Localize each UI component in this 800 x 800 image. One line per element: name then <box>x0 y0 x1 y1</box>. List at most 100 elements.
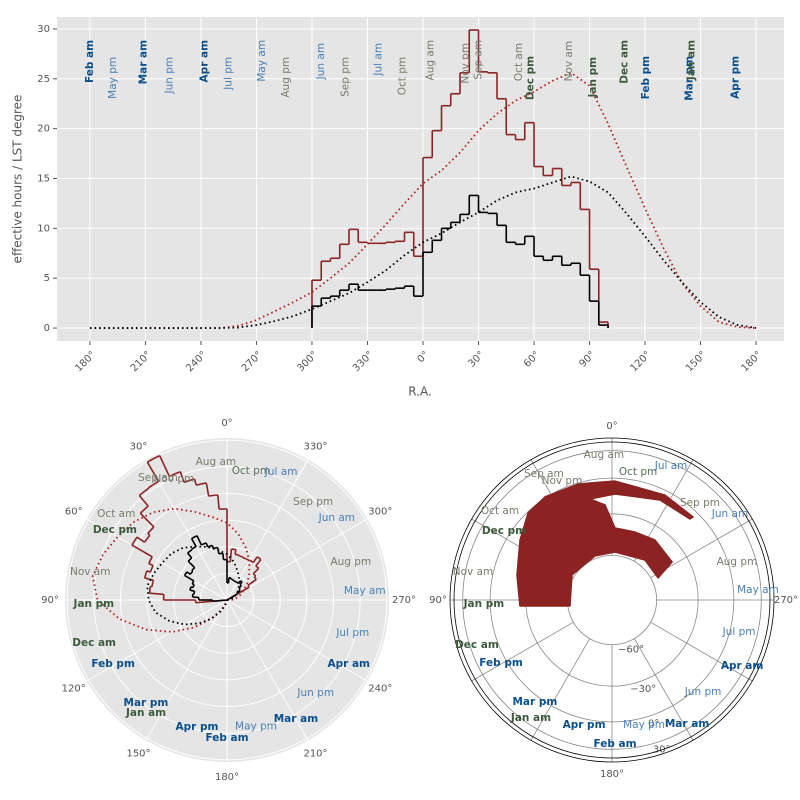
step-arc <box>238 587 241 590</box>
month-label: Nov am <box>453 566 494 578</box>
theta-tick-label: 330° <box>303 442 327 453</box>
step-arc <box>208 494 218 497</box>
step-riser <box>138 494 149 507</box>
step-arc <box>183 478 195 484</box>
theta-tick-label: 270° <box>774 595 798 606</box>
step-riser <box>192 596 199 599</box>
x-tick-label: 150° <box>684 349 709 374</box>
x-tick-label: 0° <box>415 349 431 365</box>
month-label: Mar am <box>274 713 318 725</box>
step-arc <box>143 570 148 579</box>
month-label: Jun pm <box>684 686 722 698</box>
step-riser <box>247 578 257 586</box>
step-riser <box>217 494 220 510</box>
month-label: Feb pm <box>91 658 135 670</box>
month-label: Oct am <box>481 505 519 517</box>
y-tick-label: 30 <box>37 24 50 35</box>
month-label: Jan pm <box>73 598 115 610</box>
month-label: Aug am <box>196 456 237 468</box>
month-label: May am <box>256 40 268 82</box>
month-label: Dec am <box>455 639 499 651</box>
grid-spoke <box>530 638 591 741</box>
grid-spoke <box>145 599 228 741</box>
month-label: Sep am <box>138 472 178 484</box>
step-arc <box>236 581 240 585</box>
month-label: Sep am <box>524 468 564 480</box>
grid-spoke <box>650 621 753 682</box>
step-riser <box>186 552 193 559</box>
month-label: Jan am <box>510 712 551 724</box>
step-arc <box>193 591 196 595</box>
step-arc <box>187 557 193 562</box>
month-label: Nov pm <box>460 43 472 84</box>
theta-tick-label: 90° <box>41 595 59 606</box>
step-riser <box>136 536 145 543</box>
month-label: Nov pm <box>542 475 583 487</box>
month-label: Sep am <box>473 40 485 80</box>
theta-tick-label: 210° <box>303 748 327 759</box>
y-tick-label: 5 <box>44 273 50 284</box>
x-tick-label: 120° <box>628 349 653 374</box>
grid-ring <box>489 477 735 723</box>
month-label: Feb pm <box>640 56 652 100</box>
month-label: Dec am <box>72 637 116 649</box>
month-label: Apr am <box>721 660 764 672</box>
step-arc <box>191 535 198 540</box>
step-arc <box>239 583 242 587</box>
step-riser <box>158 455 171 477</box>
month-label: Mar pm <box>124 697 169 709</box>
step-arc <box>242 556 247 560</box>
x-tick-label: 180° <box>73 349 98 374</box>
step-riser <box>212 599 226 603</box>
dec-tick-label: 0° <box>648 718 659 729</box>
theta-tick-label: 150° <box>126 748 150 759</box>
theta-tick-label: 240° <box>368 684 392 695</box>
step-arc <box>192 584 195 588</box>
month-label: Mar pm <box>512 696 557 708</box>
grid-ring <box>462 450 762 750</box>
dec-tick-label: −60° <box>618 644 644 655</box>
grid-spoke <box>226 518 368 601</box>
month-label: Nov am <box>563 41 575 82</box>
month-label: Nov pm <box>154 473 195 485</box>
x-tick-label: 210° <box>129 349 154 374</box>
step-arc <box>233 580 236 583</box>
step-arc <box>238 554 243 558</box>
month-label: Sep pm <box>680 497 720 509</box>
step-arc <box>196 482 207 486</box>
step-arc <box>256 556 262 561</box>
month-label: Nov am <box>70 566 111 578</box>
month-label: Jul pm <box>722 626 756 638</box>
month-label: Dec pm <box>524 56 536 100</box>
step-arc <box>148 586 152 594</box>
month-label: Dec pm <box>482 525 526 537</box>
y-axis-label: effective hours / LST degree <box>11 95 25 264</box>
step-arc <box>232 579 235 582</box>
month-label: May pm <box>235 721 277 733</box>
step-riser <box>148 562 154 567</box>
step-riser <box>146 461 160 482</box>
month-label: Feb pm <box>479 657 523 669</box>
step-riser <box>139 512 155 528</box>
month-label: Oct am <box>513 43 525 81</box>
step-riser <box>189 589 195 593</box>
step-riser <box>149 592 164 596</box>
step-riser <box>179 471 185 483</box>
month-label: Sep pm <box>339 57 351 97</box>
step-arc <box>151 580 155 587</box>
month-label: Jan pm <box>587 57 599 99</box>
y-tick-label: 10 <box>37 223 50 234</box>
theta-tick-label: 120° <box>62 684 86 695</box>
step-riser <box>229 548 233 562</box>
month-label: Dec pm <box>93 524 137 536</box>
step-riser <box>252 567 260 575</box>
month-label: May pm <box>623 719 665 731</box>
x-axis-label: R.A. <box>408 385 432 399</box>
month-label: Jan pm <box>463 598 505 610</box>
y-tick-label: 0 <box>44 323 50 334</box>
month-label: Dec am <box>619 40 631 84</box>
step-riser <box>255 559 262 567</box>
y-tick-label: 25 <box>37 74 50 85</box>
x-tick-label: 300° <box>295 349 320 374</box>
